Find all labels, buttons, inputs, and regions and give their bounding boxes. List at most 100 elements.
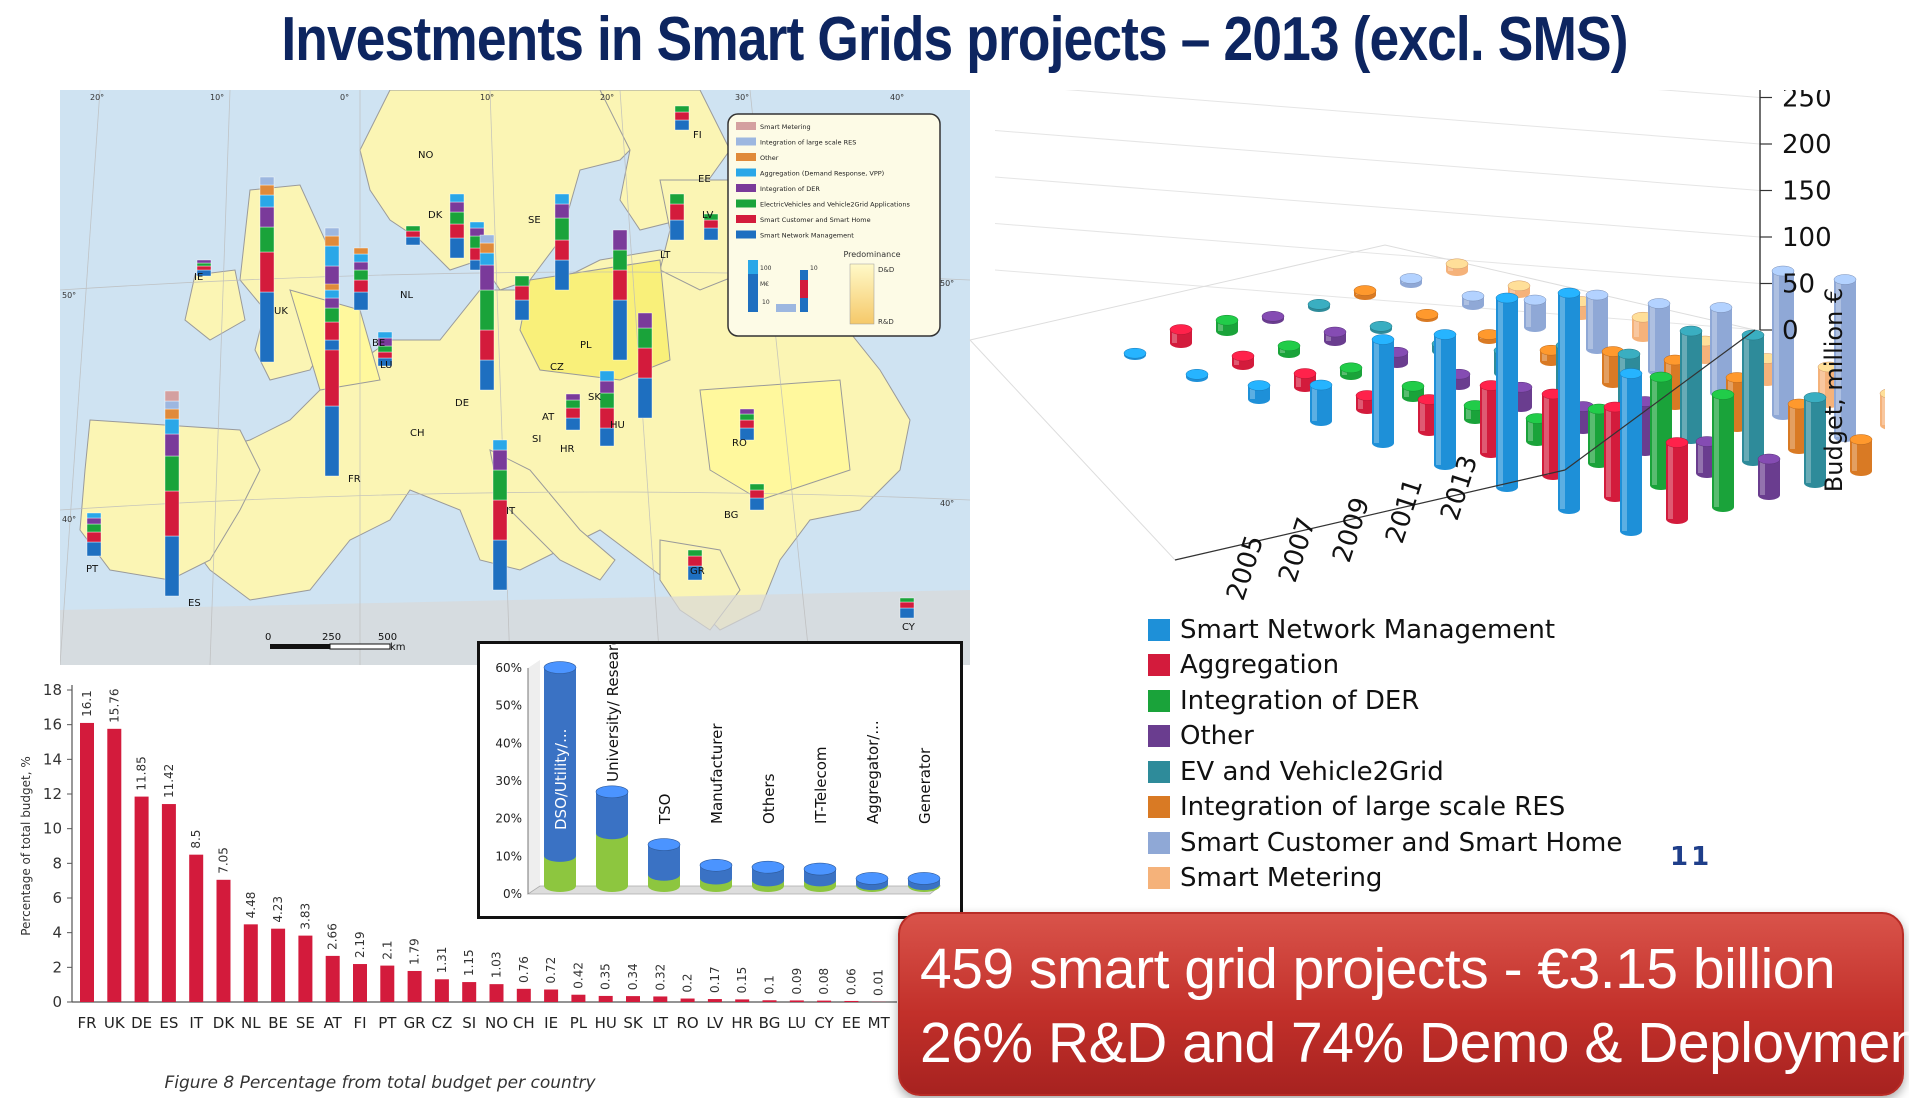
stakeholder-category-label: Others bbox=[760, 773, 778, 824]
map-country-bar-segment bbox=[86, 531, 102, 543]
map-country-bar-segment bbox=[599, 380, 615, 394]
map-country-label: CY bbox=[902, 622, 916, 633]
legend-item: Integration of large scale RES bbox=[1148, 790, 1622, 826]
map-legend-label: Smart Customer and Smart Home bbox=[760, 216, 871, 224]
map-country-label: EE bbox=[698, 174, 711, 185]
percentage-tick-label: 6 bbox=[52, 889, 62, 907]
map-legend-swatch bbox=[736, 122, 756, 130]
map-country-bar-segment bbox=[164, 390, 180, 402]
country-percentage-bar bbox=[516, 988, 531, 1002]
map-legend-swatch bbox=[736, 184, 756, 192]
longitude-label: 20° bbox=[600, 93, 614, 102]
scale-10a: 10 bbox=[810, 265, 818, 272]
map-country-bar-segment bbox=[324, 405, 340, 477]
map-country-label: LU bbox=[380, 360, 392, 371]
country-percentage-bar bbox=[489, 984, 504, 1002]
scale-bar: 0 250 500 km bbox=[265, 632, 406, 653]
budget-3d-bar bbox=[1415, 309, 1439, 322]
map-legend-label: Smart Metering bbox=[760, 123, 811, 131]
stakeholder-tick-label: 20% bbox=[495, 812, 522, 826]
bar-value-label: 11.42 bbox=[162, 764, 176, 798]
percentage-tick-label: 2 bbox=[52, 958, 62, 976]
map-country-bar-segment bbox=[674, 105, 690, 113]
map-legend: Smart Metering Integration of large scale… bbox=[727, 113, 941, 337]
map-country-bar-segment bbox=[554, 217, 570, 241]
map-country-bar-segment bbox=[669, 203, 685, 221]
budget-3d-bar bbox=[1803, 392, 1827, 488]
map-country-label: IE bbox=[194, 272, 203, 283]
bar-value-label: 2.66 bbox=[326, 923, 340, 950]
bar-value-label: 0.09 bbox=[790, 968, 804, 995]
map-country-bar-segment bbox=[899, 607, 915, 619]
bar-value-label: 0.76 bbox=[517, 956, 531, 983]
country-category-label: DE bbox=[131, 1014, 152, 1032]
stakeholder-category-label: University/ Research/... bbox=[604, 644, 622, 782]
country-category-label: RO bbox=[676, 1014, 698, 1032]
budget-3d-bar bbox=[1477, 329, 1501, 344]
budget-3d-bar bbox=[1849, 434, 1873, 476]
map-country-label: CH bbox=[410, 428, 425, 439]
map-country-bar-segment bbox=[479, 242, 495, 254]
bar-value-label: 0.72 bbox=[544, 957, 558, 984]
map-country-bar-segment bbox=[565, 393, 581, 401]
map-country-label: ES bbox=[188, 598, 201, 609]
map-country-label: SI bbox=[532, 434, 541, 445]
country-percentage-bar bbox=[598, 995, 613, 1002]
map-country-bar-segment bbox=[492, 499, 508, 541]
map-country-bar-segment bbox=[353, 261, 369, 271]
stakeholder-tick-label: 0% bbox=[503, 887, 522, 901]
stakeholder-bar-cap bbox=[595, 785, 629, 799]
stakeholder-bar-segment bbox=[648, 844, 680, 881]
budget-3d-bar bbox=[1369, 321, 1393, 334]
bar-value-label: 8.5 bbox=[189, 830, 203, 849]
country-category-label: MT bbox=[868, 1014, 891, 1032]
scale-10b: 10 bbox=[762, 299, 770, 306]
map-country-bar-segment bbox=[612, 269, 628, 301]
longitude-label: 40° bbox=[890, 93, 904, 102]
country-category-label: DK bbox=[213, 1014, 236, 1032]
country-percentage-bar bbox=[844, 1000, 859, 1002]
country-percentage-bar bbox=[626, 996, 640, 1002]
country-category-label: LT bbox=[653, 1014, 669, 1032]
map-country-bar-segment bbox=[86, 512, 102, 519]
bar-value-label: 0.1 bbox=[763, 975, 777, 994]
bar-value-label: 4.48 bbox=[244, 892, 258, 919]
map-country-bar-segment bbox=[86, 541, 102, 557]
stakeholder-bar-segment bbox=[596, 791, 628, 840]
bar-value-label: 2.19 bbox=[353, 931, 367, 958]
map-country-bar-segment bbox=[554, 259, 570, 291]
bar-value-label: 0.2 bbox=[681, 973, 695, 992]
map-country-label: SK bbox=[588, 392, 601, 403]
map-country-bar-segment bbox=[479, 264, 495, 291]
legend-swatch bbox=[1148, 867, 1170, 890]
map-legend-swatch bbox=[736, 215, 756, 223]
country-percentage-bar bbox=[298, 935, 313, 1002]
country-percentage-bar bbox=[107, 728, 122, 1002]
map-country-bar-segment bbox=[405, 236, 421, 246]
budget-3d-bar bbox=[1123, 347, 1147, 360]
country-percentage-bar bbox=[434, 979, 449, 1002]
map-country-bar-segment bbox=[514, 285, 530, 301]
country-category-label: NO bbox=[485, 1014, 508, 1032]
europe-map: 20° 10° 0° 10° 20° 30° 40° 50° 40° 50° 40° FI NO SE E… bbox=[60, 90, 970, 665]
stakeholder-category-label: Generator bbox=[916, 747, 934, 824]
country-percentage-bar bbox=[762, 1000, 777, 1002]
map-country-bar-segment bbox=[554, 193, 570, 205]
map-country-bar-segment bbox=[164, 455, 180, 492]
country-percentage-bar bbox=[707, 999, 722, 1002]
map-country-bar-segment bbox=[86, 517, 102, 525]
country-category-label: PL bbox=[570, 1014, 588, 1032]
legend-label: Integration of DER bbox=[1180, 685, 1420, 716]
map-country-bar-segment bbox=[479, 329, 495, 361]
legend-item: Aggregation bbox=[1148, 648, 1622, 684]
map-country-bar-segment bbox=[324, 235, 340, 247]
country-category-label: SE bbox=[296, 1014, 315, 1032]
bar-value-label: 0.08 bbox=[817, 968, 831, 995]
country-percentage-bar bbox=[80, 722, 94, 1002]
map-country-label: HR bbox=[560, 444, 575, 455]
longitude-label: 10° bbox=[480, 93, 494, 102]
legend-swatch bbox=[1148, 654, 1170, 677]
latitude-label: 50° bbox=[62, 291, 76, 300]
legend-label: Integration of large scale RES bbox=[1180, 792, 1566, 823]
